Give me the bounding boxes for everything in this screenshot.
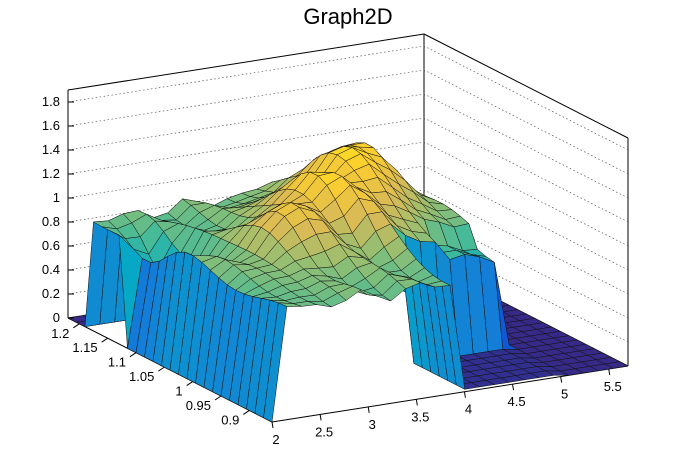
x-tick-label: 3 [369, 417, 376, 432]
x-tick-mark [512, 384, 515, 391]
z-gridline [67, 69, 629, 175]
z-tick-label: 0.2 [42, 286, 60, 301]
z-tick-label: 1.6 [42, 118, 60, 133]
y-tick-mark [101, 337, 108, 343]
z-gridline [67, 141, 629, 247]
y-tick-mark [214, 395, 222, 401]
top-edge [423, 33, 629, 139]
x-tick-mark [560, 376, 563, 383]
x-tick-label: 3.5 [411, 409, 429, 424]
y-tick-mark [243, 410, 250, 415]
x-tick-label: 5 [561, 387, 568, 402]
y-tick-mark [129, 352, 137, 358]
surface-cell [263, 302, 288, 423]
x-tick-mark [415, 399, 418, 406]
x-tick-mark [463, 391, 466, 398]
surface-plot [67, 142, 629, 423]
x-tick-mark [319, 414, 322, 421]
z-tick-label: 1.2 [42, 166, 60, 181]
z-tick-label: 1.4 [42, 142, 60, 157]
x-tick-label: 2.5 [315, 424, 333, 439]
z-tick-label: 0.4 [42, 262, 60, 277]
y-tick-label: 1 [175, 384, 182, 399]
y-tick-label: 1.15 [72, 340, 97, 355]
chart-title: Graph2D [303, 4, 393, 29]
x-tick-label: 4 [465, 402, 472, 417]
z-tick-label: 0 [53, 310, 60, 325]
y-tick-mark [158, 366, 165, 372]
x-tick-label: 2 [272, 432, 279, 447]
x-tick-label: 4.5 [508, 394, 526, 409]
y-tick-label: 0.9 [221, 412, 239, 427]
top-edge [67, 33, 425, 91]
z-tick-label: 0.8 [42, 214, 60, 229]
z-tick-label: 1.8 [42, 94, 60, 109]
y-tick-label: 0.95 [186, 398, 211, 413]
x-tick-mark [271, 421, 274, 429]
x-tick-mark [608, 368, 611, 376]
x-tick-label: 5.5 [604, 379, 622, 394]
z-tick-label: 0.6 [42, 238, 60, 253]
z-gridline [67, 117, 629, 223]
y-tick-label: 1.1 [108, 355, 126, 370]
y-tick-label: 1.05 [129, 369, 154, 384]
y-tick-mark [186, 381, 193, 386]
z-gridline [67, 45, 629, 151]
y-tick-mark [73, 323, 80, 329]
z-tick-label: 1 [53, 190, 60, 205]
z-gridline [67, 93, 629, 199]
tick-labels: 0 0.2 0.4 0.6 0.8 1 1.2 1.4 1.6 1.8 2 2.5 3 3.5 4 4.5 5 5… [42, 94, 622, 447]
x-tick-mark [367, 406, 370, 413]
y-tick-label: 1.2 [51, 326, 69, 341]
